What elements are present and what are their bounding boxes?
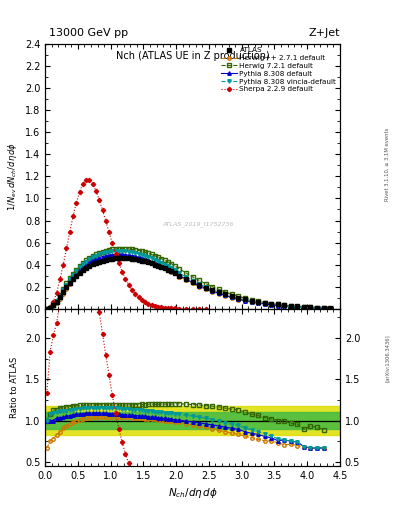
Pythia 8.308 vincia-default [100, 250, 105, 257]
Pythia 8.308 default [315, 305, 320, 311]
X-axis label: $N_{ch}/d\eta\,d\phi$: $N_{ch}/d\eta\,d\phi$ [167, 486, 218, 500]
Pythia 8.308 default [107, 252, 112, 258]
Pythia 8.308 default [149, 259, 154, 265]
Sherpa 2.2.9 default [90, 181, 95, 187]
Sherpa 2.2.9 default [156, 304, 161, 310]
Text: Rivet 3.1.10, ≥ 3.1M events: Rivet 3.1.10, ≥ 3.1M events [385, 127, 390, 201]
Pythia 8.308 vincia-default [149, 255, 154, 262]
Pythia 8.308 vincia-default [107, 249, 112, 255]
Pythia 8.308 vincia-default [203, 284, 208, 290]
Text: [arXiv:1306.3436]: [arXiv:1306.3436] [385, 334, 390, 382]
Sherpa 2.2.9 default [71, 214, 75, 220]
Herwig++ 2.7.1 default [107, 254, 112, 260]
Sherpa 2.2.9 default [126, 282, 131, 288]
Sherpa 2.2.9 default [172, 305, 177, 311]
Line: Sherpa 2.2.9 default: Sherpa 2.2.9 default [45, 178, 207, 310]
Sherpa 2.2.9 default [87, 177, 92, 183]
Sherpa 2.2.9 default [169, 305, 174, 311]
Herwig++ 2.7.1 default [203, 286, 208, 292]
Line: Herwig 7.2.1 default: Herwig 7.2.1 default [45, 247, 325, 310]
Sherpa 2.2.9 default [149, 302, 154, 308]
Herwig++ 2.7.1 default [100, 255, 105, 262]
Sherpa 2.2.9 default [190, 306, 195, 312]
Herwig 7.2.1 default [143, 249, 147, 255]
Sherpa 2.2.9 default [74, 200, 79, 206]
Sherpa 2.2.9 default [68, 229, 72, 235]
Sherpa 2.2.9 default [133, 291, 138, 297]
Sherpa 2.2.9 default [162, 305, 167, 311]
Sherpa 2.2.9 default [54, 290, 59, 296]
Sherpa 2.2.9 default [197, 306, 202, 312]
Line: Herwig++ 2.7.1 default: Herwig++ 2.7.1 default [45, 254, 325, 311]
Sherpa 2.2.9 default [97, 197, 101, 203]
Pythia 8.308 default [116, 251, 121, 258]
Line: Pythia 8.308 default: Pythia 8.308 default [45, 252, 325, 310]
Pythia 8.308 vincia-default [116, 248, 121, 254]
Herwig 7.2.1 default [203, 281, 208, 287]
Text: ATLAS_2019_I1752736: ATLAS_2019_I1752736 [163, 221, 234, 227]
Herwig++ 2.7.1 default [321, 305, 326, 311]
Sherpa 2.2.9 default [103, 218, 108, 224]
Line: Pythia 8.308 vincia-default: Pythia 8.308 vincia-default [45, 249, 325, 310]
Herwig 7.2.1 default [315, 305, 320, 311]
Legend: ATLAS, Herwig++ 2.7.1 default, Herwig 7.2.1 default, Pythia 8.308 default, Pythi: ATLAS, Herwig++ 2.7.1 default, Herwig 7.… [219, 46, 338, 94]
Sherpa 2.2.9 default [58, 276, 62, 283]
Sherpa 2.2.9 default [159, 304, 164, 310]
Sherpa 2.2.9 default [203, 306, 208, 312]
Sherpa 2.2.9 default [107, 229, 112, 236]
Sherpa 2.2.9 default [48, 304, 53, 310]
Sherpa 2.2.9 default [177, 306, 182, 312]
Sherpa 2.2.9 default [123, 275, 128, 282]
Herwig 7.2.1 default [120, 246, 125, 252]
Sherpa 2.2.9 default [120, 269, 125, 275]
Sherpa 2.2.9 default [84, 177, 88, 183]
Y-axis label: $1/N_{ev}\,dN_{ch}/d\eta\,d\phi$: $1/N_{ev}\,dN_{ch}/d\eta\,d\phi$ [6, 142, 19, 211]
Pythia 8.308 vincia-default [315, 305, 320, 311]
Pythia 8.308 vincia-default [143, 253, 147, 259]
Y-axis label: Ratio to ATLAS: Ratio to ATLAS [10, 357, 19, 418]
Sherpa 2.2.9 default [61, 262, 66, 268]
Pythia 8.308 default [143, 256, 147, 262]
Pythia 8.308 default [100, 253, 105, 260]
Pythia 8.308 vincia-default [321, 305, 326, 311]
Sherpa 2.2.9 default [44, 306, 49, 312]
Herwig++ 2.7.1 default [315, 305, 320, 311]
Herwig++ 2.7.1 default [149, 260, 154, 266]
Pythia 8.308 default [203, 285, 208, 291]
Sherpa 2.2.9 default [184, 306, 188, 312]
Text: Z+Jet: Z+Jet [309, 28, 340, 38]
Herwig 7.2.1 default [321, 305, 326, 311]
Sherpa 2.2.9 default [146, 301, 151, 307]
Sherpa 2.2.9 default [116, 260, 121, 266]
Sherpa 2.2.9 default [77, 189, 82, 195]
Sherpa 2.2.9 default [143, 299, 147, 305]
Herwig 7.2.1 default [44, 306, 49, 312]
Pythia 8.308 default [44, 306, 49, 312]
Herwig 7.2.1 default [100, 249, 105, 255]
Pythia 8.308 default [321, 305, 326, 311]
Text: 13000 GeV pp: 13000 GeV pp [49, 28, 128, 38]
Pythia 8.308 vincia-default [44, 306, 49, 312]
Herwig++ 2.7.1 default [143, 258, 147, 264]
Sherpa 2.2.9 default [152, 303, 157, 309]
Herwig++ 2.7.1 default [44, 306, 49, 312]
Sherpa 2.2.9 default [64, 245, 69, 251]
Sherpa 2.2.9 default [130, 287, 134, 293]
Herwig++ 2.7.1 default [116, 253, 121, 259]
Sherpa 2.2.9 default [51, 299, 56, 305]
Sherpa 2.2.9 default [94, 187, 98, 194]
Herwig 7.2.1 default [149, 251, 154, 258]
Sherpa 2.2.9 default [113, 251, 118, 257]
Sherpa 2.2.9 default [100, 207, 105, 213]
Sherpa 2.2.9 default [110, 240, 115, 246]
Sherpa 2.2.9 default [166, 305, 171, 311]
Sherpa 2.2.9 default [140, 297, 144, 303]
Sherpa 2.2.9 default [136, 294, 141, 300]
Text: Nch (ATLAS UE in Z production): Nch (ATLAS UE in Z production) [116, 52, 270, 61]
Herwig 7.2.1 default [107, 247, 112, 253]
Sherpa 2.2.9 default [81, 181, 85, 187]
